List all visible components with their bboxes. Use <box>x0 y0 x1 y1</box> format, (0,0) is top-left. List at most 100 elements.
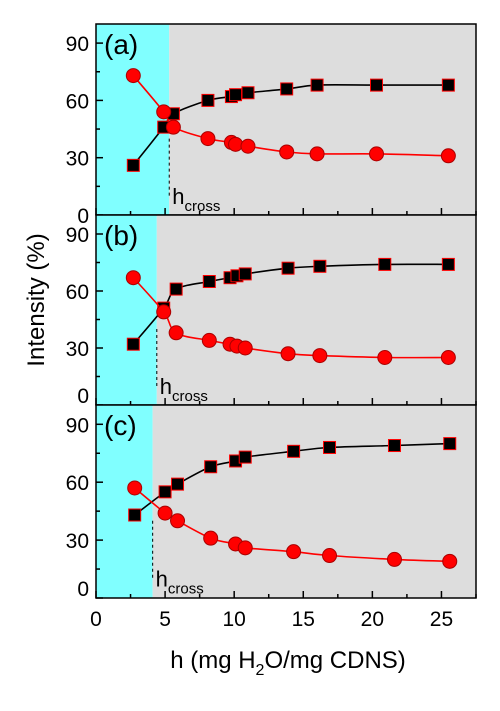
circle-point <box>157 505 173 521</box>
square-point <box>126 158 140 172</box>
circle-point <box>200 131 216 147</box>
square-point <box>281 261 295 275</box>
panel-a: 0 30 60 90 (a) hcross <box>66 23 477 228</box>
x-axis-label: h (mg H2O/mg CDNS) <box>170 647 406 679</box>
region-before-hcross <box>96 215 157 405</box>
hcross-annotation: hcross <box>156 567 204 598</box>
hcross-sub: cross <box>184 198 220 215</box>
region-after-hcross <box>156 215 477 405</box>
x-axis-label-sub: 2 <box>256 662 265 679</box>
square-point <box>238 450 252 464</box>
circle-point <box>170 513 186 529</box>
region-after-hcross <box>152 405 476 598</box>
y-tick-label: 90 <box>66 414 89 437</box>
square-point <box>441 257 455 271</box>
x-tick-label: 10 <box>223 608 246 631</box>
x-tick-label: 15 <box>292 608 315 631</box>
circle-point <box>165 119 181 135</box>
panel-label: (c) <box>104 410 137 441</box>
square-point <box>201 93 215 107</box>
region-after-hcross <box>169 24 476 215</box>
hcross-base: h <box>160 374 172 399</box>
panel-c: 30 60 90 00 5 10 15 20 25 (c) hcross <box>66 404 477 631</box>
circle-point <box>279 144 295 160</box>
x-axis-label-pre: h (mg H <box>170 647 255 674</box>
panel-label: (b) <box>104 220 138 251</box>
panel-b: 30 60 90 0 (b) hcross <box>66 214 477 408</box>
square-point <box>370 78 384 92</box>
y-tick-label: 30 <box>66 338 89 361</box>
square-point <box>204 460 218 474</box>
circle-point <box>240 138 256 154</box>
x-tick-label: 25 <box>430 608 453 631</box>
plot-frame <box>95 404 477 599</box>
y-tick-label: 0 <box>77 205 89 228</box>
square-point <box>158 485 172 499</box>
square-point <box>441 78 455 92</box>
circle-point <box>203 530 219 546</box>
square-point <box>238 267 252 281</box>
circle-point <box>125 68 141 84</box>
square-point <box>128 508 142 522</box>
circle-point <box>369 146 385 162</box>
square-point <box>313 259 327 273</box>
panel-label: (a) <box>104 29 138 60</box>
hcross-annotation: hcross <box>160 374 208 405</box>
hcross-base: h <box>156 567 168 592</box>
square-point <box>171 477 185 491</box>
region-before-hcross <box>96 405 153 598</box>
circle-point <box>237 340 253 356</box>
x-tick-label: 20 <box>361 608 384 631</box>
circle-point <box>442 553 458 569</box>
circle-point <box>386 551 402 567</box>
y-tick-label: 60 <box>66 472 89 495</box>
hcross-sub: cross <box>172 388 208 405</box>
x-tick-label: 5 <box>159 608 171 631</box>
square-point <box>387 439 401 453</box>
circle-point <box>125 270 141 286</box>
circle-point <box>440 148 456 164</box>
hcross-base: h <box>172 184 184 209</box>
x-tick-label: 0 <box>90 608 102 631</box>
circle-point <box>156 304 172 320</box>
square-point <box>287 444 301 458</box>
circle-point <box>168 325 184 341</box>
y-tick-label: 90 <box>66 33 89 56</box>
square-point <box>229 88 243 102</box>
x-axis-label-post: O/mg CDNS) <box>264 647 405 674</box>
circle-point <box>312 348 328 364</box>
square-point <box>310 78 324 92</box>
circle-point <box>322 548 338 564</box>
circle-point <box>228 136 244 152</box>
square-point <box>126 337 140 351</box>
square-point <box>241 86 255 100</box>
square-point <box>280 82 294 96</box>
y-tick-label: 90 <box>66 224 89 247</box>
y-tick-label: 30 <box>66 148 89 171</box>
circle-point <box>309 146 325 162</box>
square-point <box>378 257 392 271</box>
circle-point <box>280 346 296 362</box>
circle-point <box>377 350 393 365</box>
circle-point <box>237 540 253 556</box>
square-point <box>323 440 337 454</box>
y-axis-label: Intensity (%) <box>23 233 50 366</box>
y-tick-label: 60 <box>66 281 89 304</box>
circle-point <box>156 104 172 120</box>
circle-point <box>440 350 456 365</box>
hcross-annotation: hcross <box>172 184 220 215</box>
y-tick-label: 0 <box>77 385 89 408</box>
square-point <box>443 437 457 451</box>
y-tick-label: 0 <box>77 578 89 601</box>
region-before-hcross <box>96 24 170 215</box>
square-point <box>202 275 216 288</box>
circle-point <box>127 480 143 496</box>
circle-point <box>201 332 217 348</box>
square-point <box>169 282 183 296</box>
y-tick-label: 60 <box>66 90 89 113</box>
y-tick-label: 30 <box>66 530 89 553</box>
hcross-sub: cross <box>168 581 204 598</box>
circle-point <box>286 544 302 560</box>
